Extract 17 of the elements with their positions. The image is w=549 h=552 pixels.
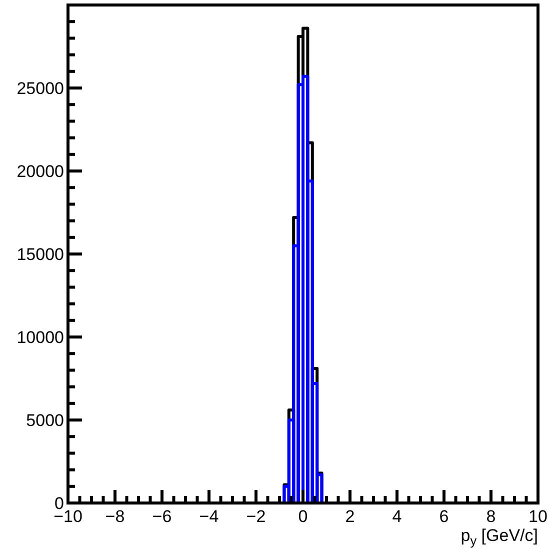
y-tick-label: 25000 [16, 78, 64, 98]
x-tick-label: 10 [528, 507, 548, 526]
y-tick-label: 5000 [26, 410, 64, 430]
y-tick-label: 10000 [16, 328, 64, 347]
x-tick-label: 0 [298, 507, 308, 526]
x-tick-label: 4 [392, 507, 402, 526]
y-tick-label: 0 [54, 494, 64, 513]
x-tick-label: −6 [152, 507, 172, 526]
y-tick-label: 20000 [16, 162, 64, 181]
x-tick-label: 2 [345, 507, 355, 526]
x-axis-title: p$_{y}$ [GeV/c] [460, 526, 538, 548]
x-tick-label: 8 [486, 507, 496, 526]
x-tick-label: −8 [105, 507, 125, 526]
x-tick-label: −4 [199, 507, 219, 526]
x-tick-label: 6 [439, 507, 449, 526]
y-tick-label: 15000 [16, 244, 64, 264]
x-tick-label: −2 [246, 507, 266, 526]
